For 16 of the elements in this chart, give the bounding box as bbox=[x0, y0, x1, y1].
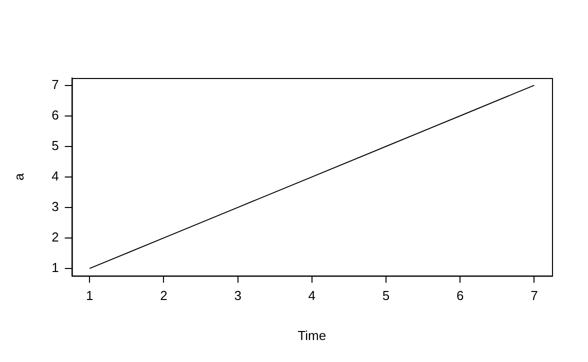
y-tick-label: 7 bbox=[52, 76, 59, 92]
y-axis-title: a bbox=[11, 172, 26, 181]
x-tick-label: 5 bbox=[382, 288, 390, 304]
y-tick-label: 1 bbox=[52, 260, 59, 276]
x-axis-title: Time bbox=[298, 328, 326, 343]
x-tick-label: 6 bbox=[456, 288, 464, 304]
x-tick-label: 3 bbox=[234, 288, 242, 304]
y-tick-label: 4 bbox=[52, 168, 59, 184]
x-tick-label: 7 bbox=[530, 288, 538, 304]
y-tick-label: 6 bbox=[52, 107, 59, 122]
x-tick-label: 1 bbox=[86, 288, 94, 304]
x-tick-label: 2 bbox=[160, 288, 168, 304]
x-tick-label: 4 bbox=[308, 288, 316, 304]
y-tick-label: 5 bbox=[52, 138, 59, 153]
y-tick-label: 2 bbox=[52, 230, 59, 245]
y-tick-label: 3 bbox=[52, 199, 59, 214]
